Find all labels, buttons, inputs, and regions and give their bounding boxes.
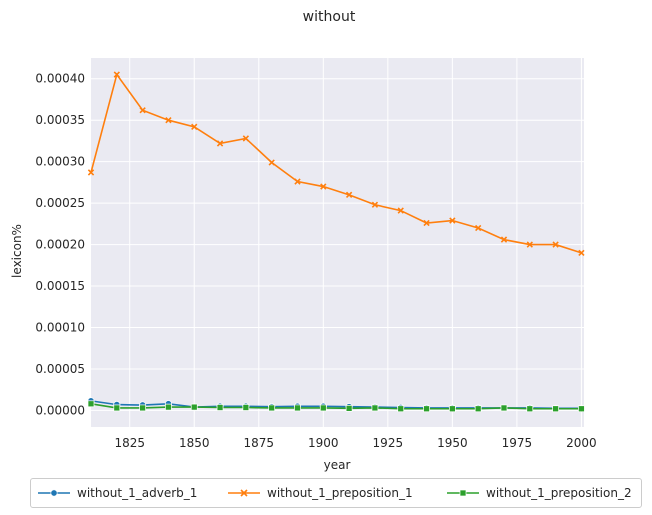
- data-point: [242, 404, 250, 411]
- series-line: [90, 72, 582, 254]
- data-point: [113, 71, 120, 78]
- y-tick-label: 0.00020: [35, 238, 85, 252]
- data-point: [552, 405, 559, 413]
- data-point: [500, 236, 508, 243]
- series-line: [90, 402, 582, 410]
- legend-swatch-preposition-1: [228, 489, 260, 497]
- legend-swatch-adverb-1: [38, 489, 70, 497]
- x-tick-label: 1850: [179, 436, 210, 450]
- data-point: [449, 405, 456, 413]
- data-point: [371, 404, 379, 412]
- chart-title: without: [303, 9, 356, 25]
- data-point: [294, 178, 301, 185]
- data-point: [87, 169, 95, 176]
- legend-label-adverb-1: without_1_adverb_1: [77, 486, 198, 500]
- y-tick-label: 0.00040: [35, 72, 85, 86]
- data-point: [139, 404, 146, 412]
- x-tick-label: 1875: [244, 436, 275, 450]
- data-point: [87, 400, 95, 408]
- data-point: [242, 135, 250, 142]
- data-point: [216, 404, 224, 411]
- x-axis-label: year: [324, 458, 351, 472]
- legend-swatch-preposition-2: [447, 489, 479, 497]
- x-tick-label: 1900: [308, 436, 339, 450]
- data-point: [423, 405, 430, 413]
- data-point: [578, 249, 585, 257]
- series-group: [87, 71, 585, 413]
- x-tick-label: 2000: [566, 436, 597, 450]
- data-point: [165, 117, 172, 124]
- series-without_1_preposition_1: [87, 71, 585, 257]
- data-point: [500, 404, 508, 412]
- data-point: [190, 403, 198, 411]
- data-point: [474, 405, 482, 413]
- data-point: [165, 403, 172, 411]
- data-point: [345, 191, 353, 198]
- data-point: [552, 241, 559, 248]
- x-tick-label: 1975: [502, 436, 533, 450]
- y-tick-label: 0.00010: [35, 320, 85, 334]
- x-tick-label: 1950: [437, 436, 468, 450]
- y-axis-ticks: 0.00000 0.00005 0.00010 0.00015 0.00020 0.000…: [35, 72, 85, 418]
- data-point: [345, 404, 353, 412]
- plot-area: [91, 58, 584, 427]
- legend-item-preposition-2: without_1_preposition_2: [446, 479, 632, 507]
- data-point: [268, 404, 276, 412]
- data-point: [371, 201, 379, 208]
- data-point: [191, 123, 198, 130]
- data-point: [397, 405, 405, 413]
- legend-item-preposition-1: without_1_preposition_1: [227, 479, 413, 507]
- data-point: [423, 219, 430, 227]
- data-point: [294, 404, 301, 412]
- x-axis-ticks: 1825 1850 1875 1900 1925 1950 1975 2000: [114, 436, 596, 450]
- data-point: [475, 224, 482, 232]
- data-point: [216, 140, 224, 147]
- data-point: [578, 405, 585, 413]
- y-tick-label: 0.00025: [35, 196, 85, 210]
- grid-lines: [91, 58, 584, 427]
- data-point: [397, 207, 404, 214]
- data-point: [320, 183, 327, 190]
- legend: without_1_adverb_1 without_1_preposition…: [30, 478, 642, 508]
- y-tick-label: 0.00005: [35, 362, 85, 376]
- data-point: [526, 241, 533, 248]
- x-tick-label: 1925: [373, 436, 404, 450]
- data-point: [139, 107, 146, 114]
- x-tick-label: 1825: [114, 436, 145, 450]
- legend-label-preposition-1: without_1_preposition_1: [267, 486, 413, 500]
- data-point: [268, 159, 275, 166]
- data-point: [526, 405, 534, 413]
- data-point: [449, 217, 456, 224]
- y-tick-label: 0.00030: [35, 155, 85, 169]
- data-point: [113, 404, 121, 412]
- legend-label-preposition-2: without_1_preposition_2: [486, 486, 632, 500]
- series-without_1_preposition_2: [87, 400, 585, 413]
- y-axis-label: lexicon%: [10, 224, 24, 278]
- y-tick-label: 0.00015: [35, 279, 85, 293]
- data-point: [319, 404, 327, 412]
- legend-item-adverb-1: without_1_adverb_1: [37, 479, 197, 507]
- y-tick-label: 0.00035: [35, 113, 85, 127]
- y-tick-label: 0.00000: [35, 403, 85, 417]
